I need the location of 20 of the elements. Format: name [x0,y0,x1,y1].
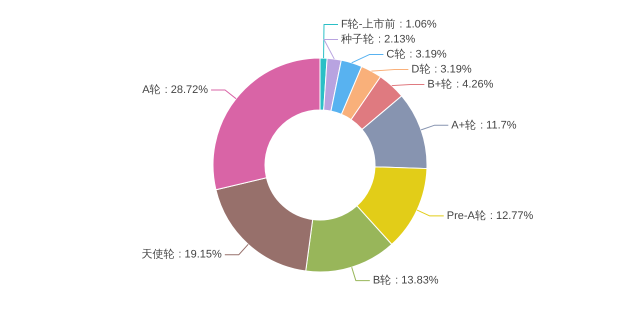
slice-label: 天使轮 [141,248,174,261]
slice-label: A轮 [142,84,161,96]
slice-label: D轮 [411,64,430,76]
slice-label: A+轮 [451,119,476,132]
slice-label: Pre-A轮 [446,210,486,222]
slice-label: B轮 [372,274,392,287]
slice-label: B+轮 [427,78,452,91]
slice-label: F轮-上市前 [341,18,396,31]
slice-label: 种子轮 [341,34,374,46]
data-label: : 12.77% [490,210,534,222]
data-label: : 19.15% [178,248,222,261]
data-label: : 11.7% [480,119,517,132]
data-label: : 28.72% [164,84,208,96]
data-label: : 3.19% [409,48,447,61]
data-label: : 3.19% [434,64,472,76]
data-label: : 13.83% [395,274,439,287]
data-label: : 4.26% [456,78,494,91]
slice-label: C轮 [386,48,406,61]
data-label: : 1.06% [399,18,437,31]
data-label: : 2.13% [378,34,416,46]
